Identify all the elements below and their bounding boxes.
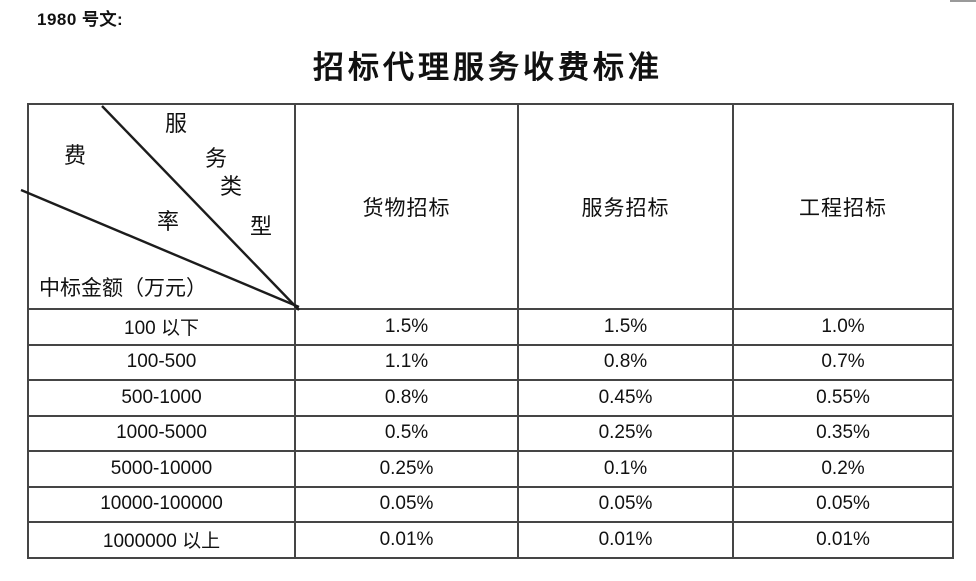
engineering-rate-cell: 0.55%: [732, 379, 954, 417]
table-row: 1000000 以上 0.01% 0.01% 0.01%: [27, 521, 954, 559]
amount-range-cell: 100 以下: [27, 308, 296, 346]
table-header-row: 服 费 务 类 率 型 中标金额（万元） 货物招标 服务招标 工程招标: [20, 103, 954, 311]
corner-label-service-type-char: 服: [165, 111, 188, 136]
window-edge-line: [950, 0, 976, 2]
engineering-rate-cell: 0.2%: [732, 450, 954, 488]
goods-rate-cell: 1.1%: [294, 343, 519, 381]
corner-label-service-type-char: 类: [220, 174, 243, 199]
corner-label-fee-rate-char: 率: [157, 209, 180, 234]
corner-label-service-type-char: 型: [250, 214, 273, 239]
engineering-rate-cell: 0.35%: [732, 414, 954, 452]
corner-label-amount: 中标金额（万元）: [39, 276, 207, 300]
column-header-goods-bidding: 货物招标: [294, 103, 519, 310]
doc-number-label: 1980 号文:: [37, 10, 124, 29]
goods-rate-cell: 0.01%: [294, 521, 519, 559]
goods-rate-cell: 0.8%: [294, 379, 519, 417]
table-row: 500-1000 0.8% 0.45% 0.55%: [27, 379, 954, 417]
table-row: 10000-100000 0.05% 0.05% 0.05%: [27, 485, 954, 523]
goods-rate-cell: 0.5%: [294, 414, 519, 452]
page-title: 招标代理服务收费标准: [313, 50, 663, 85]
engineering-rate-cell: 0.05%: [732, 485, 954, 523]
service-rate-cell: 0.45%: [517, 379, 734, 417]
amount-range-cell: 100-500: [27, 343, 296, 381]
amount-range-cell: 1000000 以上: [27, 521, 296, 559]
table-row: 100-500 1.1% 0.8% 0.7%: [27, 343, 954, 381]
corner-label-fee-rate-char: 费: [64, 143, 87, 168]
column-header-engineering-bidding: 工程招标: [732, 103, 954, 310]
service-rate-cell: 0.25%: [517, 414, 734, 452]
corner-label-service-type-char: 务: [205, 146, 228, 171]
amount-range-cell: 5000-10000: [27, 450, 296, 488]
table-row: 1000-5000 0.5% 0.25% 0.35%: [27, 414, 954, 452]
service-rate-cell: 0.8%: [517, 343, 734, 381]
goods-rate-cell: 0.25%: [294, 450, 519, 488]
fee-table: 服 费 务 类 率 型 中标金额（万元） 货物招标 服务招标 工程招标 100 …: [20, 103, 954, 559]
service-rate-cell: 1.5%: [517, 308, 734, 346]
amount-range-cell: 10000-100000: [27, 485, 296, 523]
corner-header-cell: 服 费 务 类 率 型 中标金额（万元）: [20, 103, 300, 311]
service-rate-cell: 0.1%: [517, 450, 734, 488]
goods-rate-cell: 1.5%: [294, 308, 519, 346]
service-rate-cell: 0.05%: [517, 485, 734, 523]
table-row: 100 以下 1.5% 1.5% 1.0%: [27, 308, 954, 346]
engineering-rate-cell: 0.01%: [732, 521, 954, 559]
engineering-rate-cell: 1.0%: [732, 308, 954, 346]
service-rate-cell: 0.01%: [517, 521, 734, 559]
amount-range-cell: 1000-5000: [27, 414, 296, 452]
table-row: 5000-10000 0.25% 0.1% 0.2%: [27, 450, 954, 488]
engineering-rate-cell: 0.7%: [732, 343, 954, 381]
amount-range-cell: 500-1000: [27, 379, 296, 417]
column-header-service-bidding: 服务招标: [517, 103, 734, 310]
goods-rate-cell: 0.05%: [294, 485, 519, 523]
